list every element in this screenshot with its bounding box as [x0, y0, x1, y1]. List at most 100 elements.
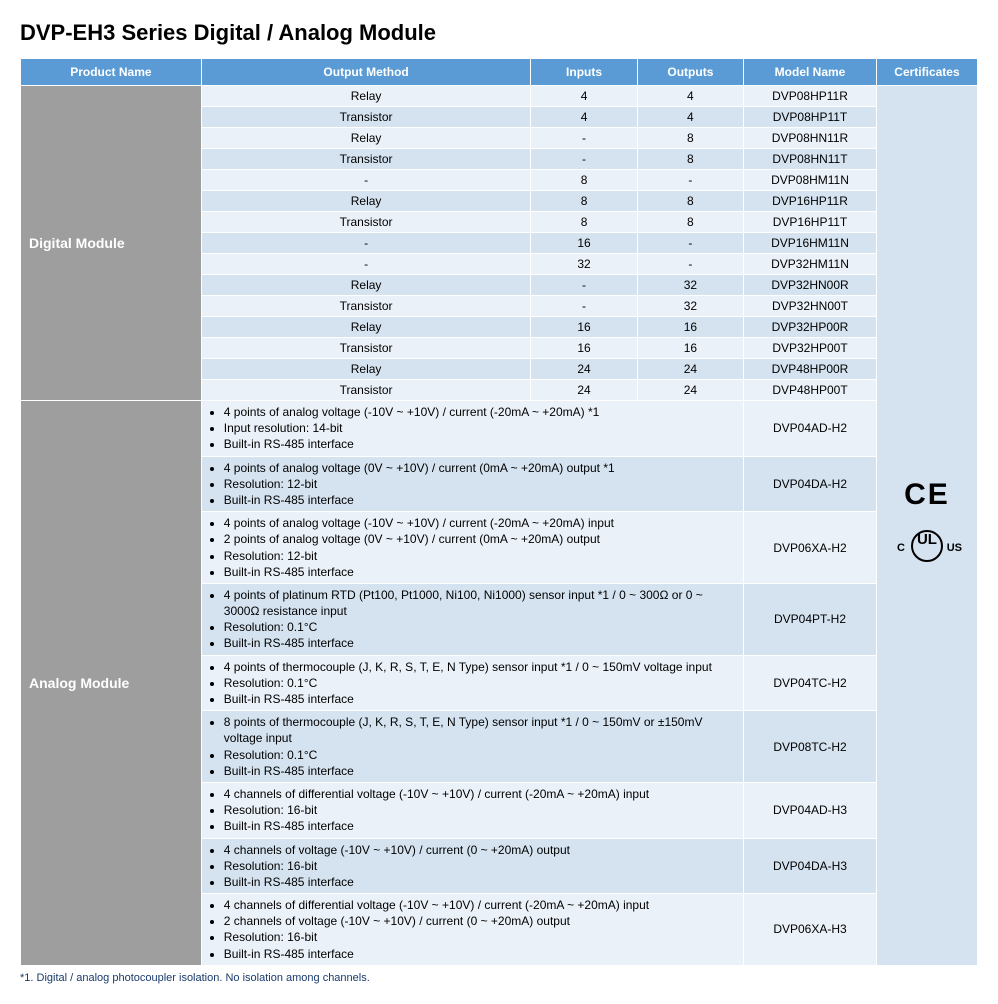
description-cell: 8 points of thermocouple (J, K, R, S, T,… — [201, 711, 743, 783]
ce-mark-icon: CE — [885, 478, 969, 512]
method-cell: - — [201, 233, 531, 254]
description-cell: 4 points of thermocouple (J, K, R, S, T,… — [201, 655, 743, 711]
method-cell: Transistor — [201, 149, 531, 170]
table-body: Digital ModuleRelay44DVP08HP11RCECULUSTr… — [21, 86, 978, 966]
model-cell: DVP32HP00R — [744, 317, 877, 338]
inputs-cell: 8 — [531, 191, 637, 212]
bullet-item: Input resolution: 14-bit — [224, 420, 735, 436]
outputs-cell: 24 — [637, 359, 743, 380]
description-cell: 4 points of platinum RTD (Pt100, Pt1000,… — [201, 583, 743, 655]
inputs-cell: 8 — [531, 170, 637, 191]
inputs-cell: 4 — [531, 107, 637, 128]
description-cell: 4 points of analog voltage (-10V ~ +10V)… — [201, 401, 743, 457]
bullet-item: 4 points of thermocouple (J, K, R, S, T,… — [224, 659, 735, 675]
bullet-item: Built-in RS-485 interface — [224, 436, 735, 452]
outputs-cell: 8 — [637, 149, 743, 170]
inputs-cell: 24 — [531, 359, 637, 380]
bullet-item: 4 points of platinum RTD (Pt100, Pt1000,… — [224, 587, 735, 619]
model-cell: DVP48HP00R — [744, 359, 877, 380]
bullet-item: Resolution: 0.1°C — [224, 675, 735, 691]
inputs-cell: - — [531, 296, 637, 317]
bullet-item: 4 points of analog voltage (0V ~ +10V) /… — [224, 460, 735, 476]
inputs-cell: 4 — [531, 86, 637, 107]
bullet-item: Built-in RS-485 interface — [224, 564, 735, 580]
outputs-cell: 32 — [637, 275, 743, 296]
outputs-cell: 16 — [637, 338, 743, 359]
model-cell: DVP08HM11N — [744, 170, 877, 191]
bullet-item: Resolution: 16-bit — [224, 858, 735, 874]
inputs-cell: - — [531, 128, 637, 149]
method-cell: Transistor — [201, 338, 531, 359]
inputs-cell: 24 — [531, 380, 637, 401]
description-cell: 4 points of analog voltage (0V ~ +10V) /… — [201, 456, 743, 512]
bullet-item: Resolution: 0.1°C — [224, 747, 735, 763]
description-cell: 4 channels of differential voltage (-10V… — [201, 894, 743, 966]
method-cell: - — [201, 254, 531, 275]
method-cell: Transistor — [201, 107, 531, 128]
outputs-cell: - — [637, 233, 743, 254]
method-cell: Relay — [201, 128, 531, 149]
model-cell: DVP06XA-H3 — [744, 894, 877, 966]
ul-mark-icon: CULUS — [897, 530, 957, 566]
description-cell: 4 channels of voltage (-10V ~ +10V) / cu… — [201, 838, 743, 894]
inputs-cell: - — [531, 149, 637, 170]
model-cell: DVP04PT-H2 — [744, 583, 877, 655]
bullet-item: Built-in RS-485 interface — [224, 946, 735, 962]
model-cell: DVP16HM11N — [744, 233, 877, 254]
model-cell: DVP08HN11R — [744, 128, 877, 149]
table-row: Digital ModuleRelay44DVP08HP11RCECULUS — [21, 86, 978, 107]
bullet-item: Resolution: 16-bit — [224, 802, 735, 818]
footnote: *1. Digital / analog photocoupler isolat… — [20, 972, 978, 984]
outputs-cell: 8 — [637, 128, 743, 149]
bullet-item: 8 points of thermocouple (J, K, R, S, T,… — [224, 714, 735, 746]
bullet-item: 4 points of analog voltage (-10V ~ +10V)… — [224, 404, 735, 420]
outputs-cell: - — [637, 170, 743, 191]
bullet-item: Built-in RS-485 interface — [224, 492, 735, 508]
model-cell: DVP16HP11R — [744, 191, 877, 212]
model-cell: DVP08TC-H2 — [744, 711, 877, 783]
method-cell: Relay — [201, 191, 531, 212]
bullet-item: Resolution: 0.1°C — [224, 619, 735, 635]
outputs-cell: 24 — [637, 380, 743, 401]
model-cell: DVP04TC-H2 — [744, 655, 877, 711]
outputs-cell: 8 — [637, 191, 743, 212]
bullet-item: 2 channels of voltage (-10V ~ +10V) / cu… — [224, 913, 735, 929]
outputs-cell: 4 — [637, 86, 743, 107]
bullet-item: Resolution: 12-bit — [224, 476, 735, 492]
inputs-cell: 32 — [531, 254, 637, 275]
category-analog: Analog Module — [21, 401, 202, 966]
inputs-cell: 8 — [531, 212, 637, 233]
th-product: Product Name — [21, 59, 202, 86]
outputs-cell: - — [637, 254, 743, 275]
method-cell: Transistor — [201, 380, 531, 401]
th-model: Model Name — [744, 59, 877, 86]
method-cell: Relay — [201, 275, 531, 296]
bullet-item: 4 points of analog voltage (-10V ~ +10V)… — [224, 515, 735, 531]
table-row: Analog Module4 points of analog voltage … — [21, 401, 978, 457]
model-cell: DVP08HN11T — [744, 149, 877, 170]
bullet-item: 4 channels of differential voltage (-10V… — [224, 897, 735, 913]
model-cell: DVP48HP00T — [744, 380, 877, 401]
category-digital: Digital Module — [21, 86, 202, 401]
inputs-cell: 16 — [531, 233, 637, 254]
bullet-item: 2 points of analog voltage (0V ~ +10V) /… — [224, 531, 735, 547]
certificates-cell: CE CULUS — [876, 86, 977, 966]
bullet-item: 4 channels of differential voltage (-10V… — [224, 786, 735, 802]
method-cell: Transistor — [201, 296, 531, 317]
bullet-item: 4 channels of voltage (-10V ~ +10V) / cu… — [224, 842, 735, 858]
page-title: DVP-EH3 Series Digital / Analog Module — [20, 20, 978, 46]
model-cell: DVP32HM11N — [744, 254, 877, 275]
outputs-cell: 16 — [637, 317, 743, 338]
bullet-item: Built-in RS-485 interface — [224, 818, 735, 834]
bullet-item: Built-in RS-485 interface — [224, 635, 735, 651]
model-cell: DVP06XA-H2 — [744, 512, 877, 584]
inputs-cell: 16 — [531, 338, 637, 359]
bullet-item: Built-in RS-485 interface — [224, 763, 735, 779]
outputs-cell: 4 — [637, 107, 743, 128]
method-cell: - — [201, 170, 531, 191]
model-cell: DVP08HP11T — [744, 107, 877, 128]
method-cell: Relay — [201, 317, 531, 338]
method-cell: Transistor — [201, 212, 531, 233]
th-method: Output Method — [201, 59, 531, 86]
bullet-item: Resolution: 12-bit — [224, 548, 735, 564]
